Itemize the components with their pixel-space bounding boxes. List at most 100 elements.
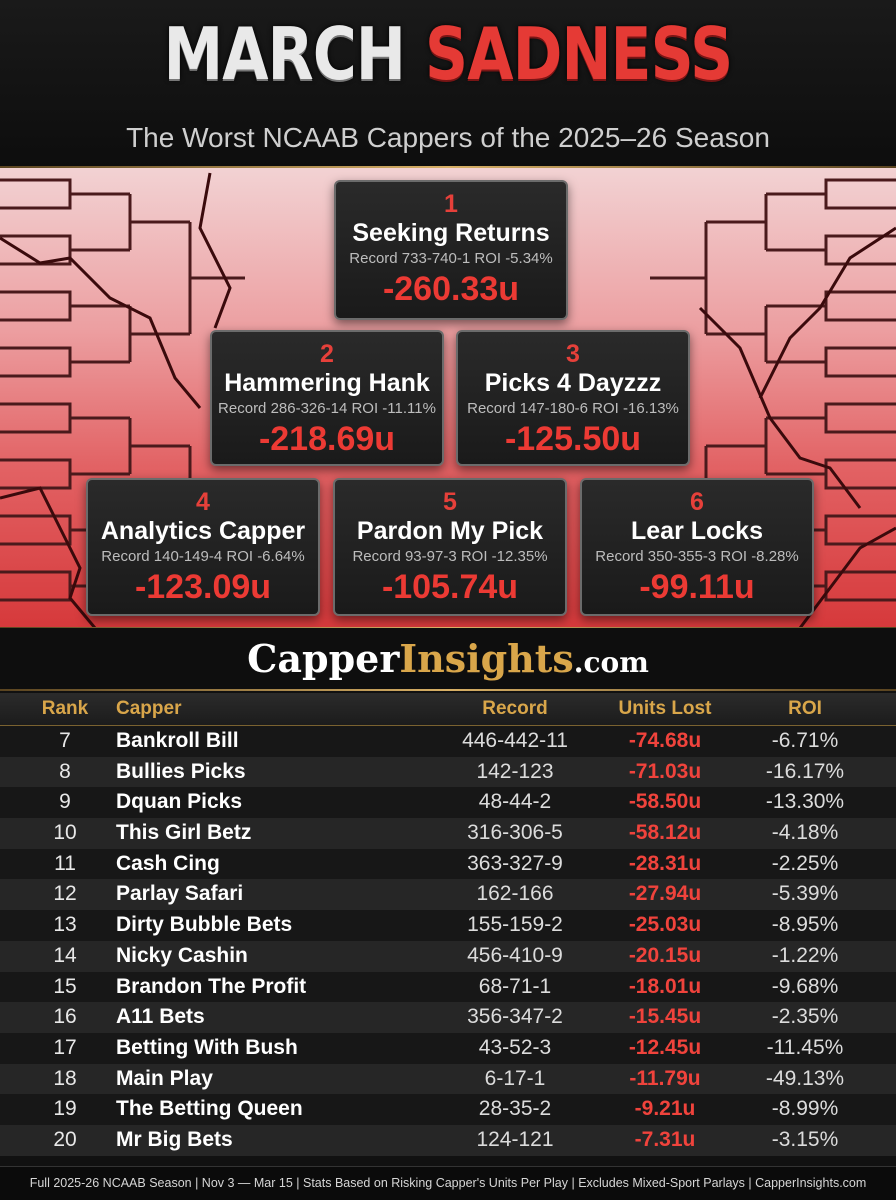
cell-record: 363-327-9 [467, 851, 563, 875]
cell-rank: 16 [53, 1005, 77, 1029]
table-row: 12 Parlay Safari 162-166 -27.94u -5.39% [0, 879, 896, 911]
cell-capper: Bullies Picks [116, 759, 246, 783]
cell-rank: 18 [53, 1066, 77, 1090]
cell-capper: Main Play [116, 1066, 213, 1090]
cell-capper: Parlay Safari [116, 882, 244, 906]
page-subtitle: The Worst NCAAB Cappers of the 2025–26 S… [126, 122, 770, 153]
cell-roi: -3.15% [771, 1127, 839, 1151]
crack-line [0, 236, 202, 409]
card-record-roi: Record 733-740-1 ROI -5.34% [349, 250, 553, 267]
capper-card-rank-2: 2 Hammering Hank Record 286-326-14 ROI -11… [210, 330, 444, 466]
cell-units-lost: -7.31u [634, 1127, 696, 1151]
capper-card-rank-3: 3 Picks 4 Dayzzz Record 147-180-6 ROI -16.… [456, 330, 690, 466]
cell-capper: Brandon The Profit [116, 974, 307, 998]
cell-units-lost: -58.12u [628, 821, 702, 845]
cell-record: 28-35-2 [478, 1097, 552, 1121]
card-capper-name: Lear Locks [630, 517, 763, 545]
table-row: 17 Betting With Bush 43-52-3 -12.45u -11.45% [0, 1032, 896, 1064]
crack-line [0, 486, 97, 628]
card-record-roi: Record 350-355-3 ROI -8.28% [595, 548, 799, 565]
cell-units-lost: -27.94u [628, 882, 702, 906]
cell-capper: Cash Cing [116, 851, 220, 875]
cell-units-lost: -28.31u [628, 851, 702, 875]
cell-units-lost: -71.03u [628, 759, 702, 783]
table-row: 8 Bullies Picks 142-123 -71.03u -16.17% [0, 756, 896, 788]
crack-line [198, 172, 232, 329]
cell-rank: 9 [59, 790, 71, 814]
cell-record: 155-159-2 [467, 913, 563, 937]
cell-capper: The Betting Queen [116, 1097, 303, 1121]
table-row: 7 Bankroll Bill 446-442-11 -74.68u -6.71% [0, 726, 896, 757]
bracket-lines-graphic [0, 172, 896, 628]
cell-roi: -8.99% [771, 1097, 839, 1121]
cell-record: 6-17-1 [484, 1066, 546, 1090]
cell-rank: 13 [53, 913, 77, 937]
capper-card-rank-5: 5 Pardon My Pick Record 93-97-3 ROI -12.35… [333, 478, 567, 616]
page-title: MARCH SADNESS [76, 4, 820, 104]
card-record-roi: Record 147-180-6 ROI -16.13% [467, 400, 679, 417]
cell-roi: -13.30% [765, 790, 845, 814]
card-units-lost: -105.74u [381, 568, 519, 606]
cell-rank: 10 [53, 821, 77, 845]
card-rank: 6 [690, 488, 704, 516]
card-capper-name: Analytics Capper [100, 517, 306, 545]
brand-part-domain: .com [573, 646, 649, 679]
header-rank: Rank [41, 698, 89, 719]
cell-record: 43-52-3 [478, 1035, 552, 1059]
cell-rank: 11 [54, 851, 76, 875]
brand-part-insights: Insights [399, 636, 574, 681]
cell-record: 48-44-2 [478, 790, 552, 814]
cell-roi: -6.71% [771, 729, 839, 752]
cell-record: 446-442-11 [462, 729, 568, 752]
cell-capper: Bankroll Bill [116, 729, 239, 752]
header-roi: ROI [788, 698, 822, 719]
cell-roi: -5.39% [771, 882, 839, 906]
gold-divider-table [0, 689, 896, 691]
crack-line [758, 226, 896, 399]
capper-card-rank-6: 6 Lear Locks Record 350-355-3 ROI -8.28% -9… [580, 478, 814, 616]
crack-line [698, 306, 862, 509]
cell-capper: Mr Big Bets [116, 1127, 233, 1151]
card-record-roi: Record 140-149-4 ROI -6.64% [101, 548, 305, 565]
cell-roi: -2.25% [771, 851, 839, 875]
cell-capper: This Girl Betz [116, 821, 252, 845]
header-record: Record [482, 698, 548, 719]
cell-rank: 20 [53, 1127, 77, 1151]
header: MARCH SADNESS The Worst NCAAB Cappers of… [0, 0, 896, 168]
cell-capper: Dquan Picks [116, 790, 243, 814]
card-units-lost: -218.69u [258, 420, 396, 458]
title-word-march: MARCH [163, 12, 406, 96]
card-rank: 2 [320, 340, 334, 368]
cell-units-lost: -12.45u [628, 1035, 702, 1059]
cell-units-lost: -58.50u [628, 790, 702, 814]
ranking-table-body: 7 Bankroll Bill 446-442-11 -74.68u -6.71% 8 Bu… [0, 726, 896, 1156]
brand-logo-text: CapperInsights.com [0, 630, 896, 692]
cell-roi: -4.18% [771, 821, 839, 845]
cell-units-lost: -15.45u [628, 1005, 702, 1029]
table-row: 13 Dirty Bubble Bets 155-159-2 -25.03u -8.95… [0, 910, 896, 941]
table-row: 14 Nicky Cashin 456-410-9 -20.15u -1.22% [0, 940, 896, 972]
brand-band [0, 628, 896, 690]
card-units-lost: -125.50u [504, 420, 642, 458]
cell-units-lost: -20.15u [628, 943, 702, 967]
cell-rank: 17 [53, 1035, 77, 1059]
table-header-row: Rank Capper Record Units Lost ROI [0, 693, 896, 726]
card-units-lost: -99.11u [639, 568, 755, 606]
table-row: 18 Main Play 6-17-1 -11.79u -49.13% [0, 1063, 896, 1095]
card-units-lost: -123.09u [134, 568, 272, 606]
header-units-lost: Units Lost [618, 698, 712, 719]
cell-capper: Dirty Bubble Bets [116, 913, 293, 937]
cell-roi: -11.45% [766, 1035, 844, 1059]
cell-record: 456-410-9 [467, 943, 563, 967]
cell-record: 124-121 [476, 1127, 554, 1151]
capper-card-rank-1: 1 Seeking Returns Record 733-740-1 ROI -5.… [334, 180, 568, 320]
cell-roi: -49.13% [765, 1066, 845, 1090]
card-rank: 5 [443, 488, 457, 516]
card-record-roi: Record 286-326-14 ROI -11.11% [218, 400, 436, 417]
cell-roi: -2.35% [771, 1005, 839, 1029]
cell-units-lost: -18.01u [628, 974, 702, 998]
cell-capper: A11 Bets [116, 1005, 205, 1029]
card-rank: 3 [566, 340, 580, 368]
cell-capper: Betting With Bush [116, 1035, 298, 1059]
title-word-sadness: SADNESS [425, 12, 733, 96]
